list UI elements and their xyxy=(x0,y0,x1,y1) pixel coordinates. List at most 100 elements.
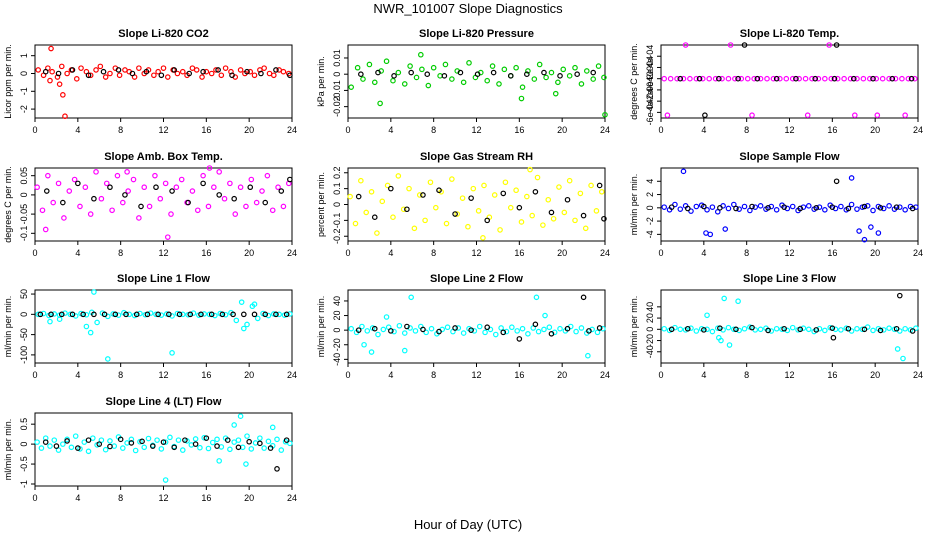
data-point xyxy=(548,330,555,337)
data-point xyxy=(680,75,687,82)
panel-title: Slope Li-820 Temp. xyxy=(740,28,839,40)
data-point xyxy=(77,203,83,210)
data-point xyxy=(500,190,507,197)
y-tick-label: 4e-04 xyxy=(645,45,655,68)
data-point xyxy=(716,75,722,82)
y-tick-label: -20 xyxy=(645,334,655,347)
data-point xyxy=(60,441,66,447)
x-tick-label: 4 xyxy=(75,248,80,258)
data-point xyxy=(264,172,271,179)
data-point xyxy=(529,212,535,219)
data-point xyxy=(215,67,221,73)
data-point xyxy=(503,328,510,335)
data-point xyxy=(158,312,165,318)
data-point xyxy=(58,63,65,70)
data-point xyxy=(699,75,706,82)
plot-frame xyxy=(660,44,919,119)
data-point xyxy=(861,203,868,210)
data-point xyxy=(735,298,741,305)
data-point xyxy=(128,440,135,446)
data-point xyxy=(765,327,771,334)
data-point xyxy=(47,318,53,325)
y-tick-label: 40 xyxy=(332,296,342,306)
data-point xyxy=(38,445,45,451)
y-tick-label: -6e-04 xyxy=(645,99,655,125)
data-point xyxy=(231,439,237,445)
data-point xyxy=(178,176,185,183)
data-point xyxy=(193,67,200,73)
data-point xyxy=(661,204,668,210)
data-point xyxy=(62,113,68,120)
data-point xyxy=(149,443,156,449)
data-point xyxy=(232,211,239,217)
data-point xyxy=(155,68,161,75)
data-point xyxy=(500,329,507,336)
data-point xyxy=(115,67,122,73)
data-point xyxy=(167,434,173,441)
data-point xyxy=(348,325,355,332)
x-tick-label: 8 xyxy=(744,370,749,380)
data-point xyxy=(684,325,691,332)
x-tick-label: 4 xyxy=(75,493,80,503)
data-point xyxy=(834,75,841,82)
data-point xyxy=(870,327,876,334)
data-point xyxy=(736,206,742,212)
panel-title: Slope Sample Flow xyxy=(739,151,840,163)
data-point xyxy=(672,201,678,208)
data-point xyxy=(60,199,66,206)
data-point xyxy=(197,444,203,451)
data-point xyxy=(355,193,362,200)
data-point xyxy=(886,203,892,209)
data-point xyxy=(128,436,135,443)
data-point xyxy=(192,441,199,447)
data-point xyxy=(203,435,210,441)
x-tick-label: 0 xyxy=(345,370,350,380)
y-tick-label: -0.1 xyxy=(19,226,29,242)
data-point xyxy=(221,195,228,202)
data-point xyxy=(287,72,293,79)
data-point xyxy=(198,311,204,318)
x-tick-label: 4 xyxy=(75,125,80,135)
data-point xyxy=(257,440,263,447)
x-tick-label: 16 xyxy=(201,493,211,503)
data-point xyxy=(43,188,50,194)
data-point xyxy=(141,184,148,191)
data-point xyxy=(757,75,764,82)
data-point xyxy=(861,236,868,243)
data-point xyxy=(379,198,386,205)
data-point xyxy=(784,205,791,212)
data-point xyxy=(85,448,92,455)
data-point xyxy=(358,71,364,78)
data-point xyxy=(546,324,553,331)
data-point xyxy=(789,75,796,82)
data-point xyxy=(276,311,282,318)
data-point xyxy=(704,207,710,213)
data-point xyxy=(87,329,94,336)
data-point xyxy=(407,63,413,69)
data-point xyxy=(712,75,719,82)
x-tick-label: 16 xyxy=(827,370,837,380)
data-point xyxy=(427,179,434,186)
data-point xyxy=(797,326,804,333)
data-point xyxy=(585,352,591,359)
data-point xyxy=(557,325,563,332)
data-point xyxy=(482,329,488,336)
y-tick-label: 0e+00 xyxy=(645,66,655,91)
data-point xyxy=(489,63,496,69)
data-point xyxy=(725,75,732,82)
data-point xyxy=(481,182,487,189)
x-tick-label: 24 xyxy=(600,370,610,380)
data-point xyxy=(243,203,249,210)
x-tick-label: 12 xyxy=(784,248,794,258)
data-point xyxy=(253,199,260,206)
data-point xyxy=(147,310,154,316)
x-tick-label: 0 xyxy=(658,248,663,258)
y-tick-label: 0.05 xyxy=(19,167,29,185)
data-point xyxy=(406,185,412,192)
x-tick-label: 8 xyxy=(431,125,436,135)
data-point xyxy=(541,69,547,76)
x-tick-label: 12 xyxy=(471,370,481,380)
data-point xyxy=(781,204,787,210)
data-point xyxy=(490,69,497,76)
data-point xyxy=(879,75,886,82)
